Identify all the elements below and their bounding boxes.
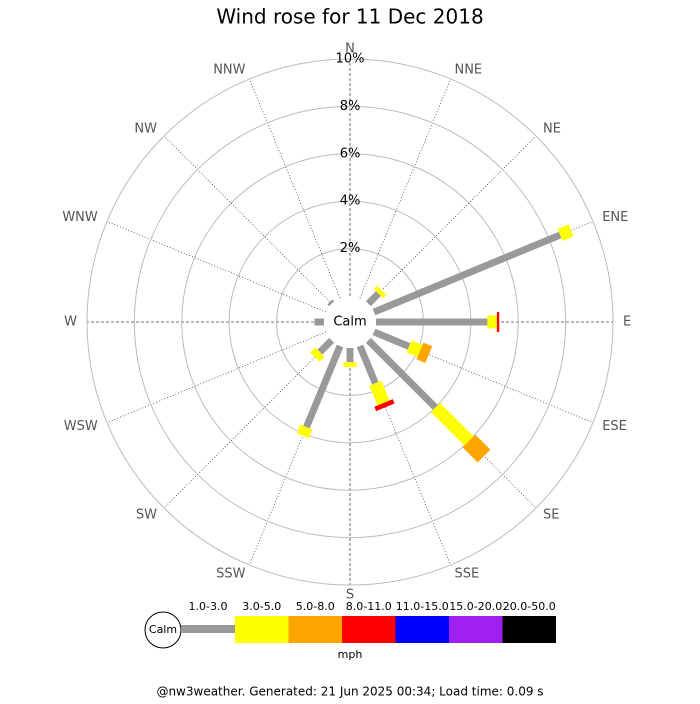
legend-label: 5.0-8.0 — [296, 600, 335, 613]
r-tick-label: 4% — [340, 194, 361, 209]
direction-label: SE — [543, 508, 559, 523]
rose-segment — [372, 231, 562, 316]
rose-segment — [430, 402, 474, 446]
calm-circle — [328, 300, 372, 344]
rose-segment — [462, 434, 491, 463]
rose-segment — [374, 399, 395, 412]
rose-segment — [296, 424, 313, 439]
legend-label: 1.0-3.0 — [189, 600, 228, 613]
r-tick-label: 2% — [340, 241, 361, 256]
rose-segment — [373, 285, 387, 299]
legend-swatch — [342, 616, 396, 643]
direction-label: NE — [543, 121, 561, 136]
rose-segment — [416, 342, 433, 363]
r-tick-label: 6% — [340, 146, 361, 161]
rose-segment — [365, 337, 438, 410]
footer: @nw3weather. Generated: 21 Jun 2025 00:3… — [156, 685, 543, 699]
rose-segment — [310, 347, 325, 362]
direction-label: NW — [134, 121, 157, 136]
spoke — [106, 331, 327, 424]
direction-label: WNW — [62, 210, 98, 225]
legend-calm-label: Calm — [149, 623, 177, 636]
legend-swatch — [395, 616, 449, 643]
rose-segment — [317, 337, 335, 355]
spoke — [163, 340, 332, 509]
spoke — [368, 135, 537, 304]
direction-label: W — [64, 315, 77, 330]
legend-label: 11.0-15.0 — [396, 600, 449, 613]
legend-label: 8.0-11.0 — [346, 600, 392, 613]
direction-label: S — [346, 588, 354, 603]
rose-segment — [369, 380, 390, 406]
direction-label: E — [623, 315, 631, 330]
calm-label: Calm — [333, 315, 366, 330]
direction-label: NNE — [454, 62, 482, 77]
direction-label: ESE — [602, 419, 627, 434]
rose-segment — [327, 299, 335, 307]
spoke — [163, 135, 332, 304]
direction-label: WSW — [64, 419, 98, 434]
unit-label: mph — [338, 648, 363, 661]
legend-swatch — [288, 616, 342, 643]
r-tick-label: 10% — [336, 52, 365, 67]
direction-label: SSW — [216, 567, 246, 582]
direction-label: ENE — [602, 210, 628, 225]
chart-title: Wind rose for 11 Dec 2018 — [216, 5, 483, 29]
r-tick-label: 8% — [340, 99, 361, 114]
legend-label: 3.0-5.0 — [242, 600, 281, 613]
grid-ring — [133, 105, 567, 539]
direction-label: SW — [136, 508, 157, 523]
legend-swatch — [502, 616, 556, 643]
spoke — [248, 78, 341, 299]
rose-segment — [303, 344, 344, 429]
direction-label: NNW — [213, 62, 245, 77]
grid-ring — [86, 58, 614, 586]
legend-label: 20.0-50.0 — [503, 600, 556, 613]
legend-label: 15.0-20.0 — [449, 600, 502, 613]
spoke — [359, 78, 452, 299]
grid-ring — [181, 153, 519, 491]
spoke — [106, 220, 327, 313]
direction-label: N — [345, 42, 355, 57]
rose-segment — [372, 328, 411, 350]
rose-segment — [406, 340, 423, 358]
rose-segment — [365, 291, 381, 307]
rose-segment — [557, 224, 574, 241]
legend-swatch — [449, 616, 503, 643]
direction-label: SSE — [454, 567, 479, 582]
rose-segment — [356, 344, 379, 385]
legend-swatch — [235, 616, 289, 643]
legend-swatch — [181, 625, 235, 633]
